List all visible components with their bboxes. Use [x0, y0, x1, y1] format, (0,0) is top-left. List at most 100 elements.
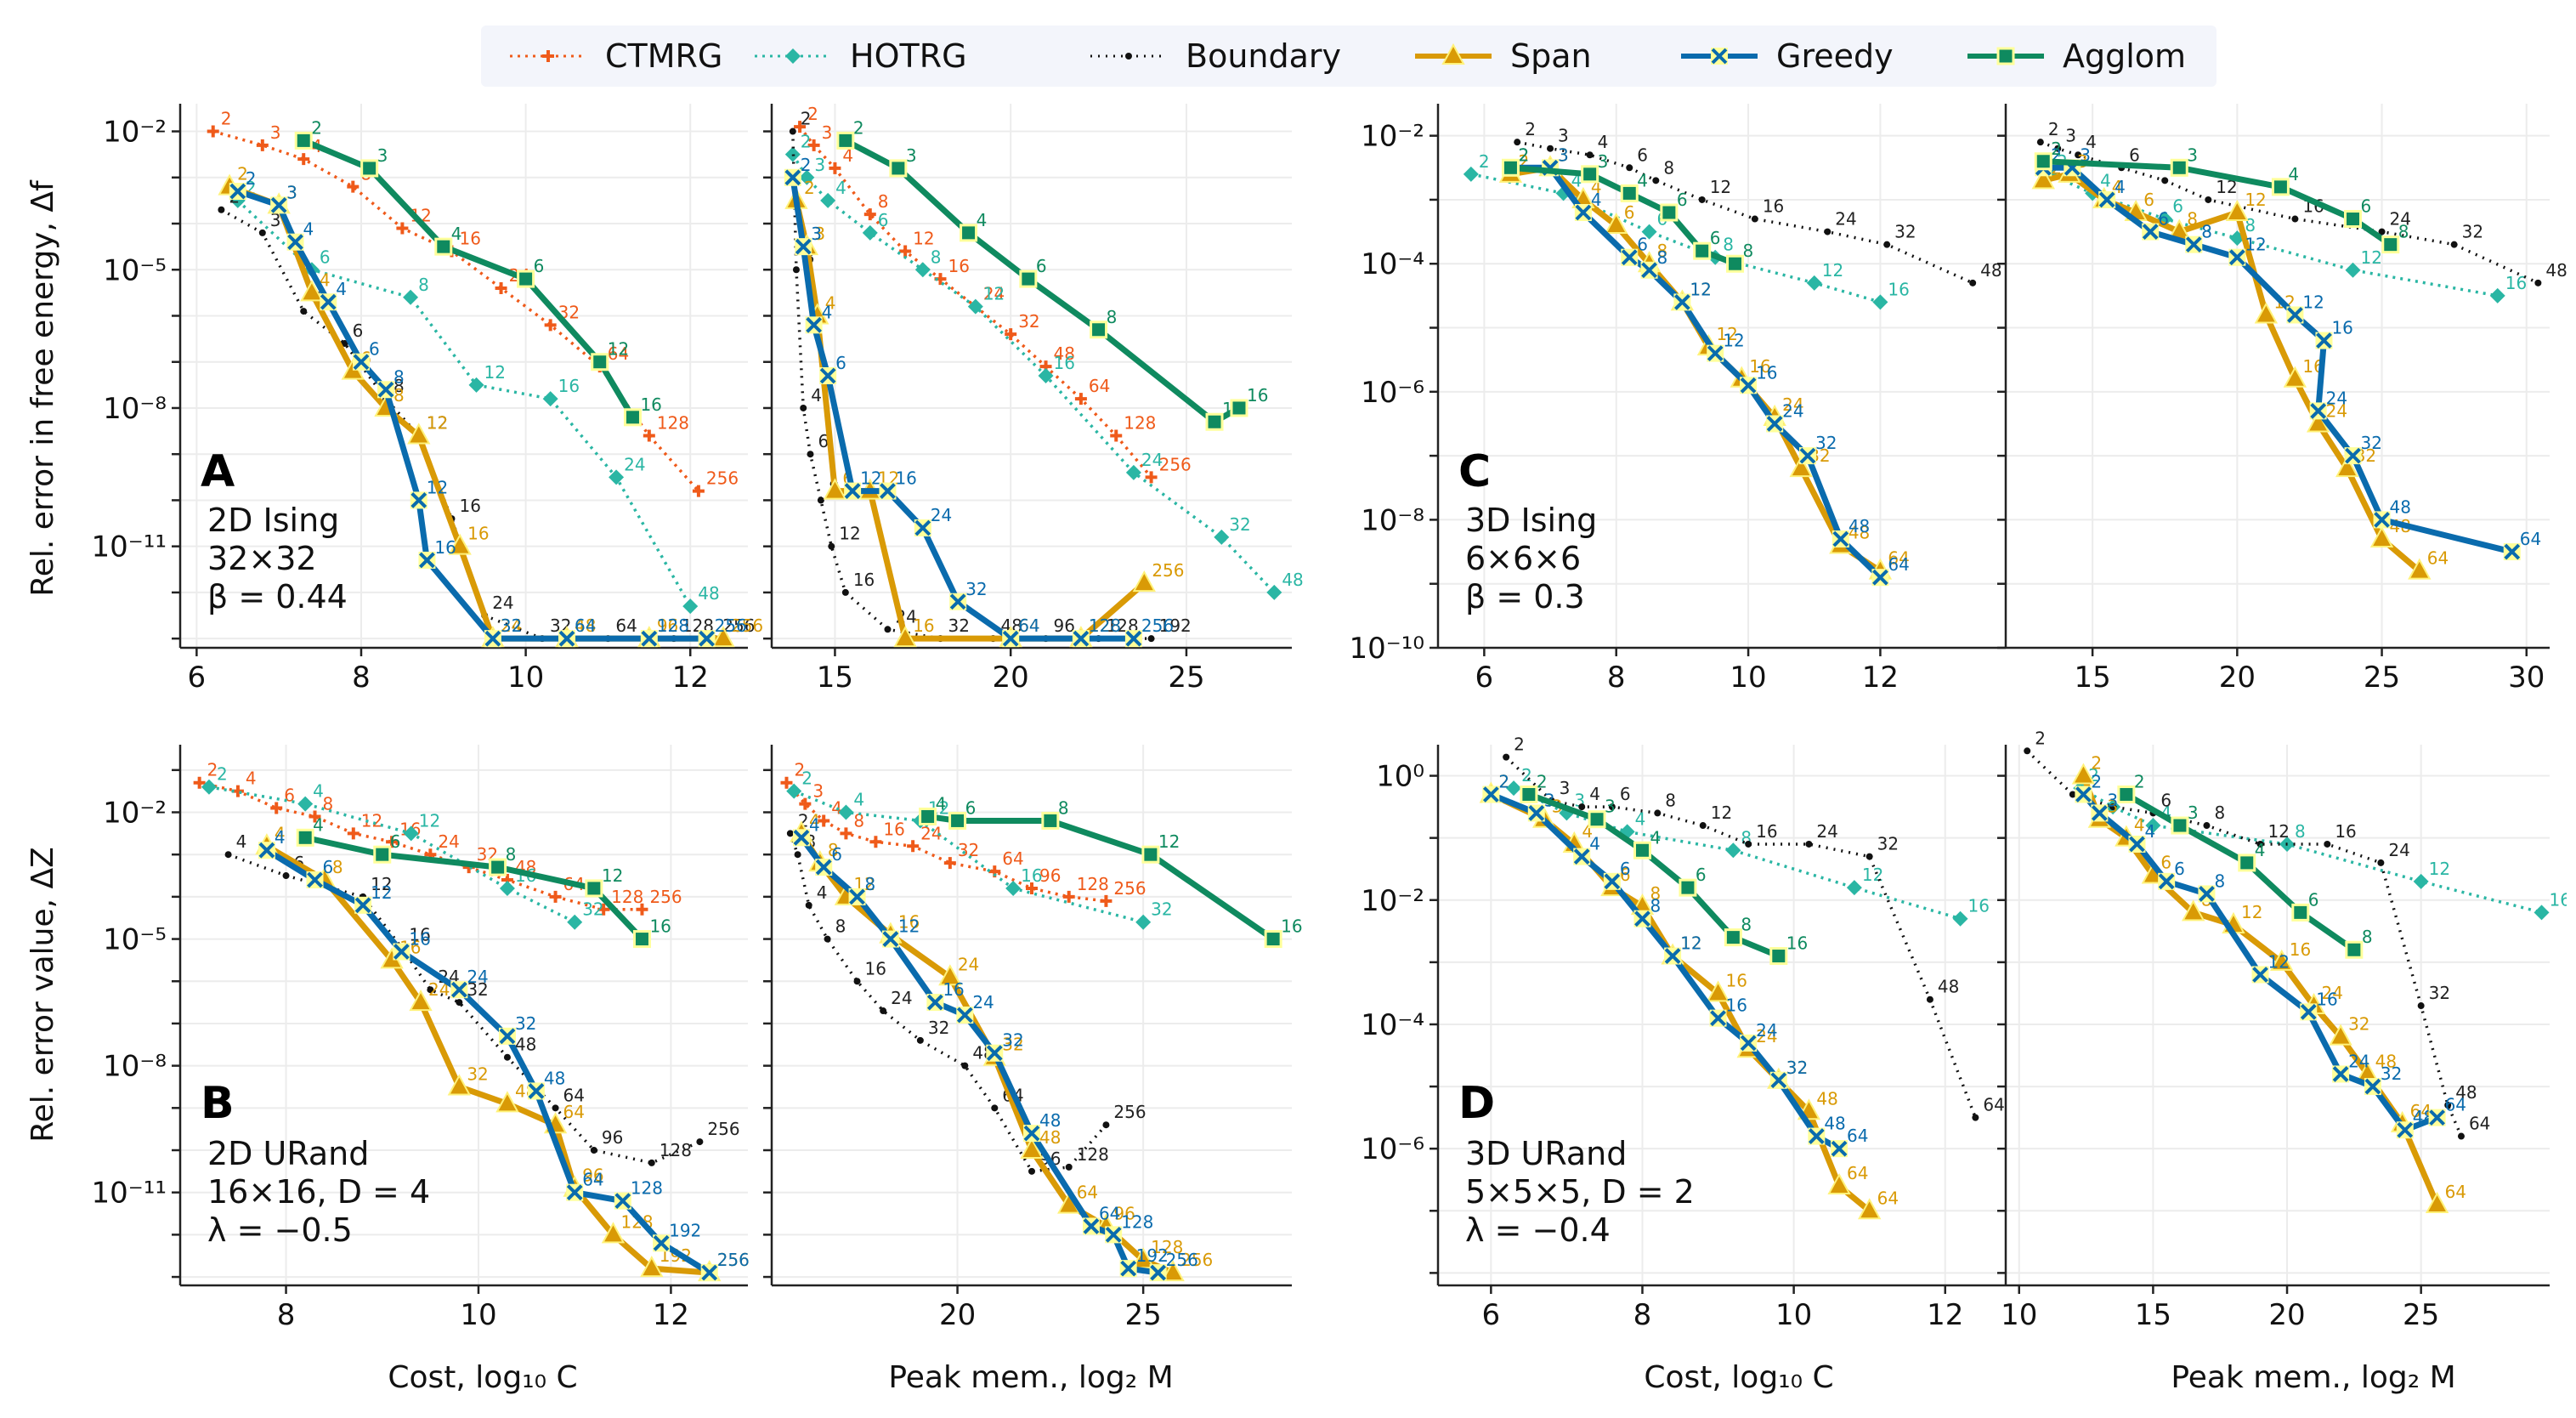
point-label-greedy: 32 — [965, 579, 987, 599]
point-label-boundary: 64 — [563, 1085, 585, 1105]
data-point-boundary — [2534, 279, 2542, 286]
data-point-boundary — [1654, 809, 1662, 817]
data-point-greedy — [1482, 786, 1500, 803]
point-label-span: 64 — [1888, 548, 1909, 569]
point-label-boundary: 16 — [2335, 821, 2356, 842]
series-group-B-cost: 2468121624324864128256241216324612162432… — [193, 760, 750, 1282]
point-label-greedy: 4 — [303, 219, 314, 240]
y-tick-label: 10⁻² — [103, 116, 167, 150]
point-label-agglom: 4 — [313, 814, 324, 835]
data-point-boundary — [807, 451, 814, 458]
point-label-agglom: 3 — [906, 145, 917, 166]
point-label-greedy: 24 — [972, 992, 994, 1012]
data-point-hotrg — [1872, 294, 1888, 310]
point-label-boundary: 192 — [1159, 615, 1192, 636]
x-tick-label: 10 — [1730, 661, 1766, 695]
y-tick-label: 10⁻⁶ — [1361, 376, 1424, 410]
data-point-ctmrg — [1062, 890, 1075, 903]
point-label-greedy: 3 — [2107, 790, 2118, 810]
data-point-ctmrg — [549, 890, 562, 903]
data-point-boundary — [792, 266, 800, 274]
data-point-ctmrg — [643, 429, 655, 442]
data-point-greedy — [986, 1044, 1004, 1062]
data-point-ctmrg — [1110, 429, 1123, 442]
point-label-agglom: 2 — [2051, 139, 2062, 159]
point-label-span: 4 — [275, 823, 286, 843]
x-tick-label: 20 — [939, 1298, 976, 1332]
panel-C-annotation: C 3D Ising 6×6×6 β = 0.3 — [1458, 446, 1597, 615]
data-point-greedy — [2128, 835, 2146, 853]
y-tick-label: 10⁻⁵ — [103, 923, 167, 957]
data-point-greedy — [848, 888, 866, 905]
data-point-greedy — [2286, 306, 2304, 324]
data-point-boundary — [2161, 177, 2169, 184]
data-point-agglom — [1679, 878, 1697, 897]
data-point-greedy — [354, 896, 372, 914]
point-label-ctmrg: 128 — [1124, 413, 1156, 434]
point-label-boundary: 256 — [722, 615, 755, 636]
panel-C-line-3: β = 0.3 — [1465, 578, 1585, 615]
x-tick-label: 12 — [672, 661, 709, 695]
data-point-greedy — [926, 994, 944, 1012]
point-label-span: 48 — [1816, 1088, 1837, 1109]
data-point-boundary — [2324, 840, 2331, 848]
point-label-span: 2 — [1498, 771, 1509, 791]
point-label-ctmrg: 12 — [361, 810, 382, 831]
point-label-greedy: 8 — [2214, 871, 2225, 891]
point-label-hotrg: 32 — [1229, 514, 1250, 535]
panel-A-line-3: β = 0.44 — [207, 578, 348, 615]
data-point-greedy — [558, 630, 576, 648]
data-point-ctmrg — [193, 776, 206, 789]
point-label-agglom: 4 — [2288, 164, 2299, 184]
data-point-greedy — [844, 482, 862, 500]
x-tick-label: 25 — [2364, 661, 2400, 695]
point-label-boundary: 3 — [1560, 778, 1571, 798]
plot-C-cost: 68101210⁻²10⁻⁴10⁻⁶10⁻⁸10⁻¹⁰2468121623468… — [1350, 104, 2006, 695]
point-label-ctmrg: 8 — [878, 191, 889, 212]
data-point-greedy — [1664, 947, 1682, 965]
data-point-greedy — [949, 593, 967, 610]
point-label-span: 8 — [2187, 209, 2198, 230]
point-label-agglom: 2 — [2134, 771, 2145, 791]
x-tick-label: 10 — [507, 661, 544, 695]
point-label-hotrg: 16 — [2550, 889, 2571, 910]
data-point-agglom — [1230, 399, 1248, 417]
data-point-agglom — [1726, 254, 1745, 273]
point-label-boundary: 48 — [2545, 260, 2567, 281]
data-point-agglom — [585, 879, 603, 898]
point-label-greedy: 32 — [2361, 433, 2382, 453]
point-label-greedy: 64 — [2520, 529, 2541, 549]
point-label-greedy: 8 — [1657, 247, 1668, 268]
data-point-span — [448, 533, 472, 555]
panel-A-line-2: 32×32 — [207, 540, 317, 577]
point-label-span: 3 — [2107, 797, 2118, 817]
panel-C-line-1: 3D Ising — [1465, 502, 1597, 539]
point-label-ctmrg: 8 — [323, 793, 334, 814]
point-label-greedy: 16 — [409, 928, 430, 949]
series-line-hotrg — [2048, 173, 2499, 298]
point-label-hotrg: 4 — [313, 781, 324, 802]
data-point-greedy — [286, 233, 304, 251]
legend-label-greedy: Greedy — [1776, 37, 1894, 75]
point-label-greedy: 32 — [515, 1013, 536, 1034]
panel-B-annotation: B 2D URand 16×16, D = 4 λ = −0.5 — [201, 1078, 430, 1249]
point-label-ctmrg: 96 — [1039, 865, 1061, 886]
data-point-boundary — [1805, 840, 1813, 848]
data-point-agglom — [2291, 903, 2310, 922]
data-point-span — [1827, 1172, 1851, 1195]
data-point-agglom — [2238, 854, 2256, 872]
series-group-C-cost: 2468121623468121624324823468121216243248… — [1463, 119, 2002, 587]
data-point-span — [300, 280, 324, 302]
point-label-agglom: 16 — [1281, 916, 1302, 937]
data-point-greedy — [2364, 1078, 2381, 1096]
data-point-boundary — [1972, 1114, 1979, 1121]
y-tick-label: 10⁻² — [1361, 884, 1424, 918]
point-label-boundary: 24 — [891, 988, 912, 1008]
point-label-hotrg: 16 — [558, 376, 580, 396]
